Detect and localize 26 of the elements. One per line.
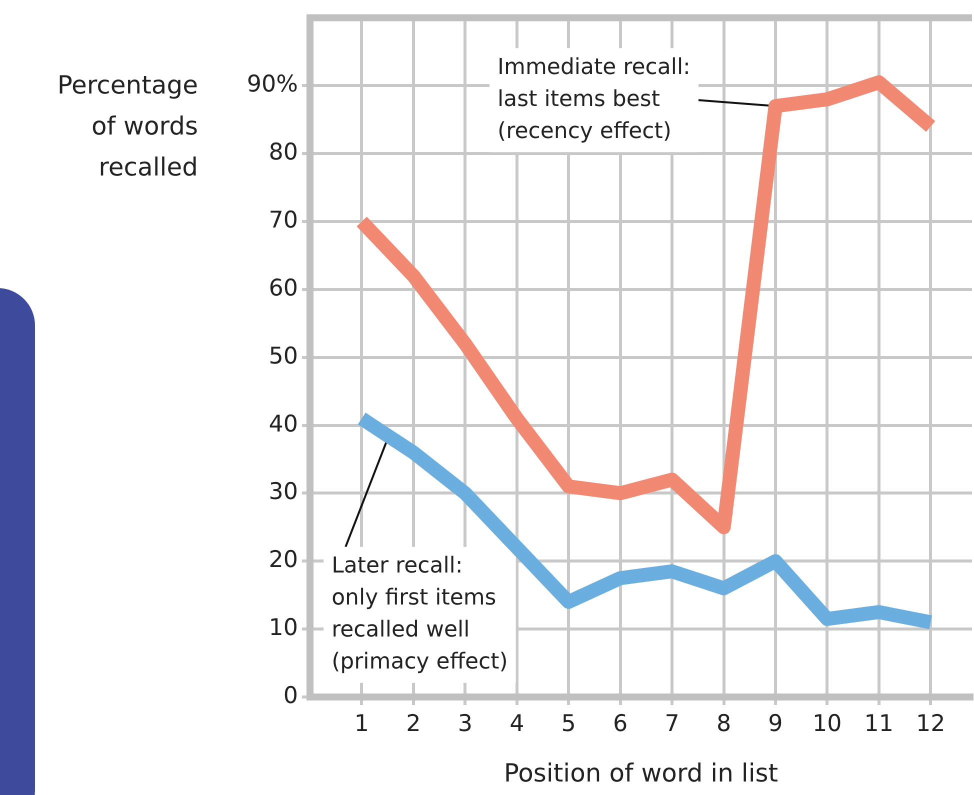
x-tick-label: 6 — [612, 710, 628, 737]
annotation: Later recall: only first items recalled well (primacy effect) — [332, 554, 508, 675]
y-tick-label: 30 — [268, 479, 298, 506]
y-tick-label: 20 — [268, 547, 298, 574]
x-tick-label: 2 — [406, 710, 421, 737]
y-tick-label: 90% — [246, 72, 298, 98]
x-tick-label: 12 — [916, 710, 946, 737]
y-tick-label: 80 — [268, 140, 298, 166]
x-tick-label: 9 — [768, 710, 783, 737]
x-tick-label: 5 — [561, 710, 576, 737]
annotation: Immediate recall: last items best (recency effect) — [498, 54, 690, 144]
y-tick-label: 0 — [283, 682, 298, 709]
x-tick-label: 1 — [354, 710, 370, 737]
x-tick-label: 7 — [664, 710, 680, 737]
y-tick-label: 40 — [268, 411, 298, 438]
y-tick-label: 50 — [268, 343, 298, 370]
x-tick-label: 4 — [510, 710, 524, 737]
y-tick-label: 70 — [268, 208, 298, 234]
y-tick-label: 60 — [268, 275, 298, 302]
y-tick-label: 10 — [268, 615, 298, 642]
x-tick-label: 11 — [864, 710, 894, 737]
x-axis-title: Position of word in list — [504, 758, 778, 788]
x-tick-label: 10 — [812, 710, 842, 737]
x-tick-label: 8 — [716, 710, 732, 737]
y-axis-title: Percentage of words recalled — [57, 70, 198, 182]
x-tick-label: 3 — [458, 710, 472, 737]
